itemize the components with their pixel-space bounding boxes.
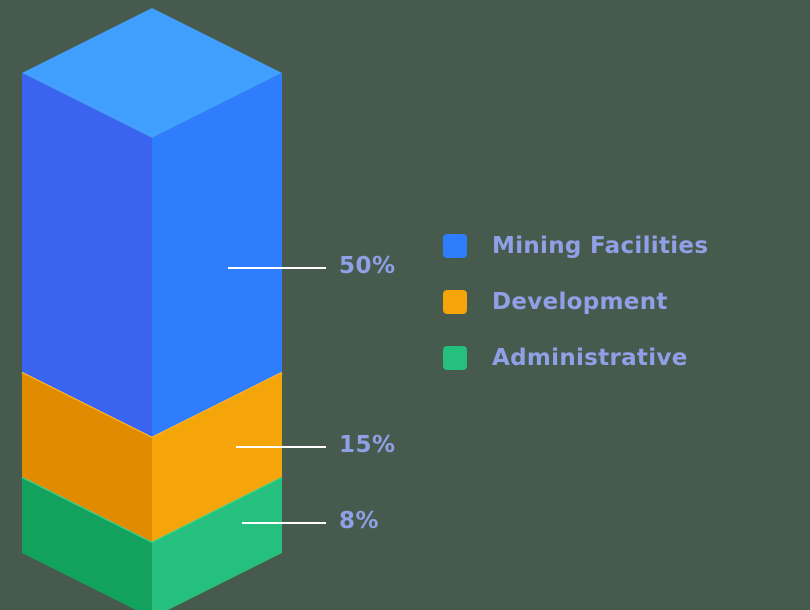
percent-label-development: 15%: [339, 432, 396, 458]
legend-label-administrative: Administrative: [492, 345, 688, 371]
legend-item-administrative: Administrative: [443, 345, 708, 371]
legend-label-mining-facilities: Mining Facilities: [492, 233, 709, 259]
percent-label-administrative: 8%: [339, 508, 380, 534]
legend: Mining Facilities Development Administra…: [443, 233, 708, 371]
legend-swatch-development: [443, 290, 467, 314]
segment-development-left-face: [22, 373, 152, 543]
segment-administrative-right-face: [152, 478, 282, 610]
legend-item-development: Development: [443, 289, 708, 315]
legend-swatch-mining-facilities: [443, 234, 467, 258]
legend-label-development: Development: [492, 289, 668, 315]
percent-label-mining-facilities: 50%: [339, 253, 396, 279]
segment-development-right-face: [152, 373, 282, 543]
segment-mining-facilities-right-face: [152, 73, 282, 438]
segment-mining-facilities-left-face: [22, 73, 152, 438]
legend-item-mining-facilities: Mining Facilities: [443, 233, 708, 259]
segment-administrative-left-face: [22, 478, 152, 610]
legend-swatch-administrative: [443, 346, 467, 370]
